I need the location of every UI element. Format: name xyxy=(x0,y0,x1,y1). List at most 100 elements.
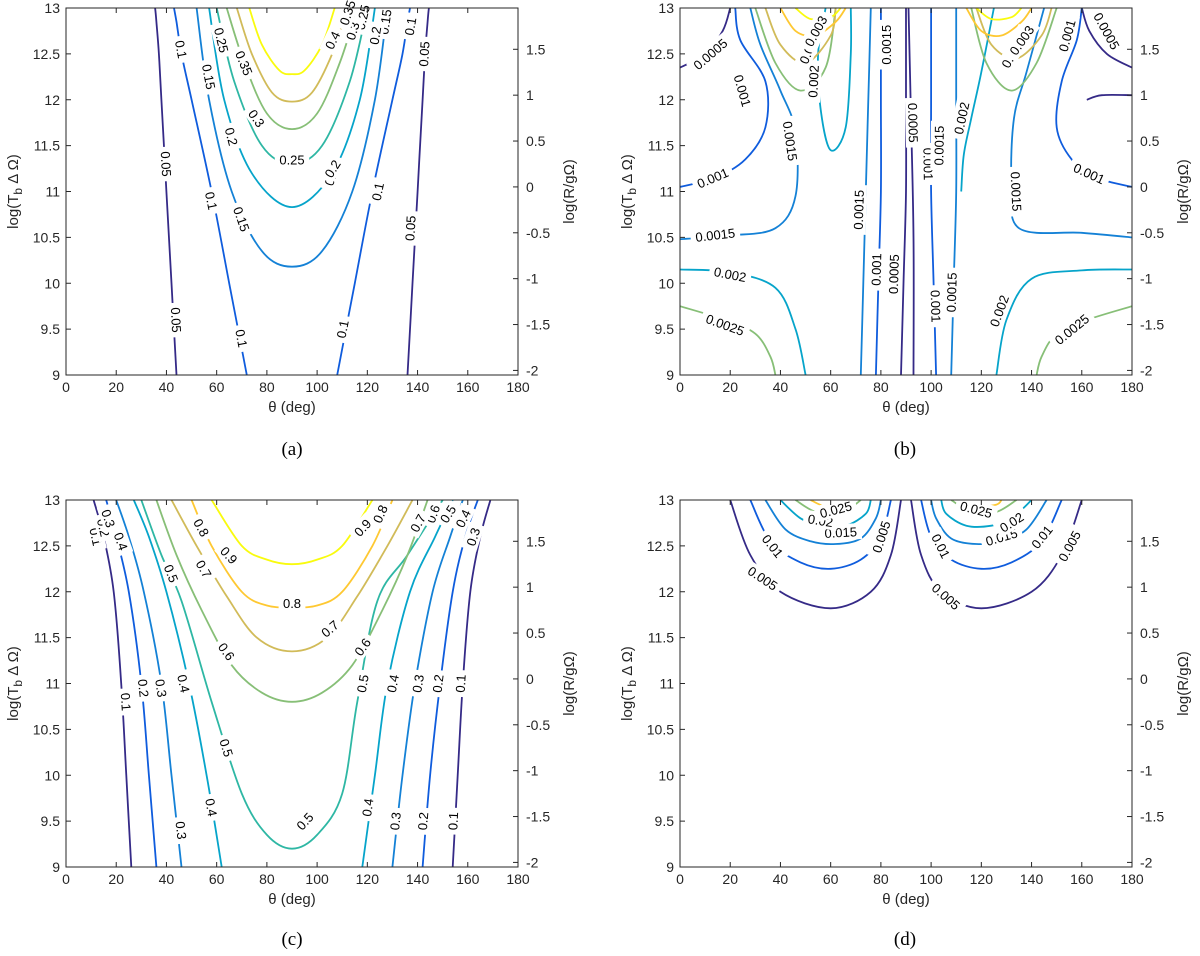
plot-area xyxy=(66,8,518,375)
y2-tick-label: -0.5 xyxy=(1140,717,1164,733)
contour-label: 0.0015 xyxy=(942,267,960,318)
contour-label-bg xyxy=(404,507,432,539)
x-tick-label: 180 xyxy=(1120,379,1144,395)
contour-label-text: 0.05 xyxy=(402,215,418,241)
x-tick-label: 0 xyxy=(676,871,684,887)
contour-label-text: 0.4 xyxy=(322,29,343,52)
contour-label-bg xyxy=(1047,307,1096,351)
x-tick-label: 140 xyxy=(1020,379,1044,395)
y2-tick-label: -0.5 xyxy=(1140,225,1164,241)
y-tick-label: 11 xyxy=(659,184,674,200)
contour-label: 0.15 xyxy=(198,58,221,96)
contour-label-bg xyxy=(274,151,310,168)
y-tick-label: 13 xyxy=(44,0,60,16)
contour-labels: 0.05 0.05 0.05 0.05 0.1 0.1 0.1 0.1 0.1 0.1 0.15 0.… xyxy=(157,0,433,353)
contour-label-bg xyxy=(357,793,378,822)
y2-tick-label: 0 xyxy=(1140,179,1148,195)
contour-label-bg xyxy=(1052,523,1087,569)
contour-label-bg xyxy=(171,34,192,64)
contour-line-0.5 xyxy=(140,500,444,850)
y-axis-label-left: log(Tb Δ Ω) xyxy=(5,646,25,721)
contour-label-text: 0.2 xyxy=(222,126,241,147)
y-tick-label: 9 xyxy=(666,367,674,383)
contour-label-text: 0.5 xyxy=(354,673,372,693)
y-tick-label: 10 xyxy=(44,767,60,783)
contour-label: 0.002 xyxy=(804,60,823,103)
contour-label-bg xyxy=(414,36,433,72)
contour-label-bg xyxy=(1007,166,1026,217)
y-axis-label-left: log(Tb Δ Ω) xyxy=(619,646,639,721)
contour-label: 0.001 xyxy=(1066,157,1112,190)
contour-label: 0.5 xyxy=(352,668,373,699)
contour-label-text: 0.0015 xyxy=(879,25,894,65)
contour-label: 0.05 xyxy=(414,36,433,72)
contour-label-bg xyxy=(347,631,377,663)
contour-line-0.0005 xyxy=(900,8,908,375)
y-tick-label: 9 xyxy=(52,859,60,875)
x-tick-label: 120 xyxy=(356,379,380,395)
panel-caption: (b) xyxy=(894,439,916,460)
y2-tick-label: -1.5 xyxy=(1140,809,1164,825)
y2-tick-label: -1 xyxy=(526,763,539,779)
contour-label-text: 0.1 xyxy=(369,181,387,202)
x-tick-label: 60 xyxy=(823,379,839,395)
contour-label-text: 0.15 xyxy=(199,63,218,91)
x-tick-label: 60 xyxy=(209,871,225,887)
contour-label-bg xyxy=(188,511,216,544)
y2-tick-label: -2 xyxy=(1140,854,1153,870)
contour-label: 0.4 xyxy=(357,793,378,822)
y2-tick-label: 1 xyxy=(526,579,534,595)
y2-tick-label: -1.5 xyxy=(526,317,550,333)
contour-line-0.0005 xyxy=(907,8,915,375)
contour-label: 0.3 xyxy=(407,668,428,699)
contour-label-text: 0.1 xyxy=(172,39,190,60)
contour-label-bg xyxy=(134,673,154,703)
contour-line-0.002 xyxy=(995,268,1132,375)
contour-line-0.0025 xyxy=(754,8,837,92)
contour-label: 0.5 xyxy=(159,557,184,589)
y-tick-label: 12.5 xyxy=(33,46,60,62)
x-tick-label: 0 xyxy=(62,379,70,395)
x-axis: 0 20 40 60 80 100 120 140 160 180 θ (deg) xyxy=(676,500,1144,908)
y2-tick-label: -1.5 xyxy=(1140,317,1164,333)
contour-label-bg xyxy=(849,184,867,235)
x-tick-label: 180 xyxy=(506,871,530,887)
contour-label: 0.2 xyxy=(428,669,448,698)
panel-caption: (d) xyxy=(894,929,916,950)
y-tick-label: 11.5 xyxy=(648,630,674,646)
contour-line-0.0005 xyxy=(1080,8,1132,69)
y2-tick-label: -1 xyxy=(1140,763,1153,779)
contour-label-bg xyxy=(984,288,1014,334)
y-axis-right: -2 -1.5 -1 -0.5 0 0.5 1 1.5 log(R/gΩ) xyxy=(1127,41,1192,378)
y-tick-label: 9 xyxy=(666,859,674,875)
contour-label-text: 0.3 xyxy=(173,821,190,841)
contour-label-bg xyxy=(319,24,346,56)
y-tick-label: 11.5 xyxy=(648,138,674,154)
y-axis-label-right: log(R/gΩ) xyxy=(561,651,578,716)
x-tick-label: 40 xyxy=(773,379,789,395)
contour-line-0.0025 xyxy=(970,8,1058,92)
y-tick-label: 11 xyxy=(45,184,60,200)
y-tick-label: 13 xyxy=(658,492,674,508)
contour-label: 0.1 xyxy=(399,11,421,41)
contour-label-bg xyxy=(813,496,859,523)
contour-label-bg xyxy=(190,553,218,585)
contour-label: 0.2 xyxy=(364,20,385,51)
contour-label-text: 0.05 xyxy=(416,41,433,67)
contour-label: 0.4 xyxy=(382,668,403,699)
contour-label-text: 0.5 xyxy=(216,737,236,759)
contour-label: 0.0015 xyxy=(1007,166,1026,217)
contour-label-text: 0.4 xyxy=(202,797,220,817)
contour-label-text: 0.0015 xyxy=(944,272,960,312)
x-tick-label: 40 xyxy=(773,871,789,887)
y2-tick-label: 1 xyxy=(526,87,534,103)
contour-label-text: 0.4 xyxy=(111,530,131,552)
contour-label: 0.4 xyxy=(319,24,346,56)
y-tick-label: 12.5 xyxy=(647,538,674,554)
contour-label: 0.3 xyxy=(461,521,485,552)
contour-label-bg xyxy=(1053,13,1080,58)
contour-label-bg xyxy=(953,496,999,523)
contour-line-0.015 xyxy=(930,500,1048,546)
contour-label-text: 0.1 xyxy=(118,692,134,711)
contour-label-bg xyxy=(228,200,256,238)
